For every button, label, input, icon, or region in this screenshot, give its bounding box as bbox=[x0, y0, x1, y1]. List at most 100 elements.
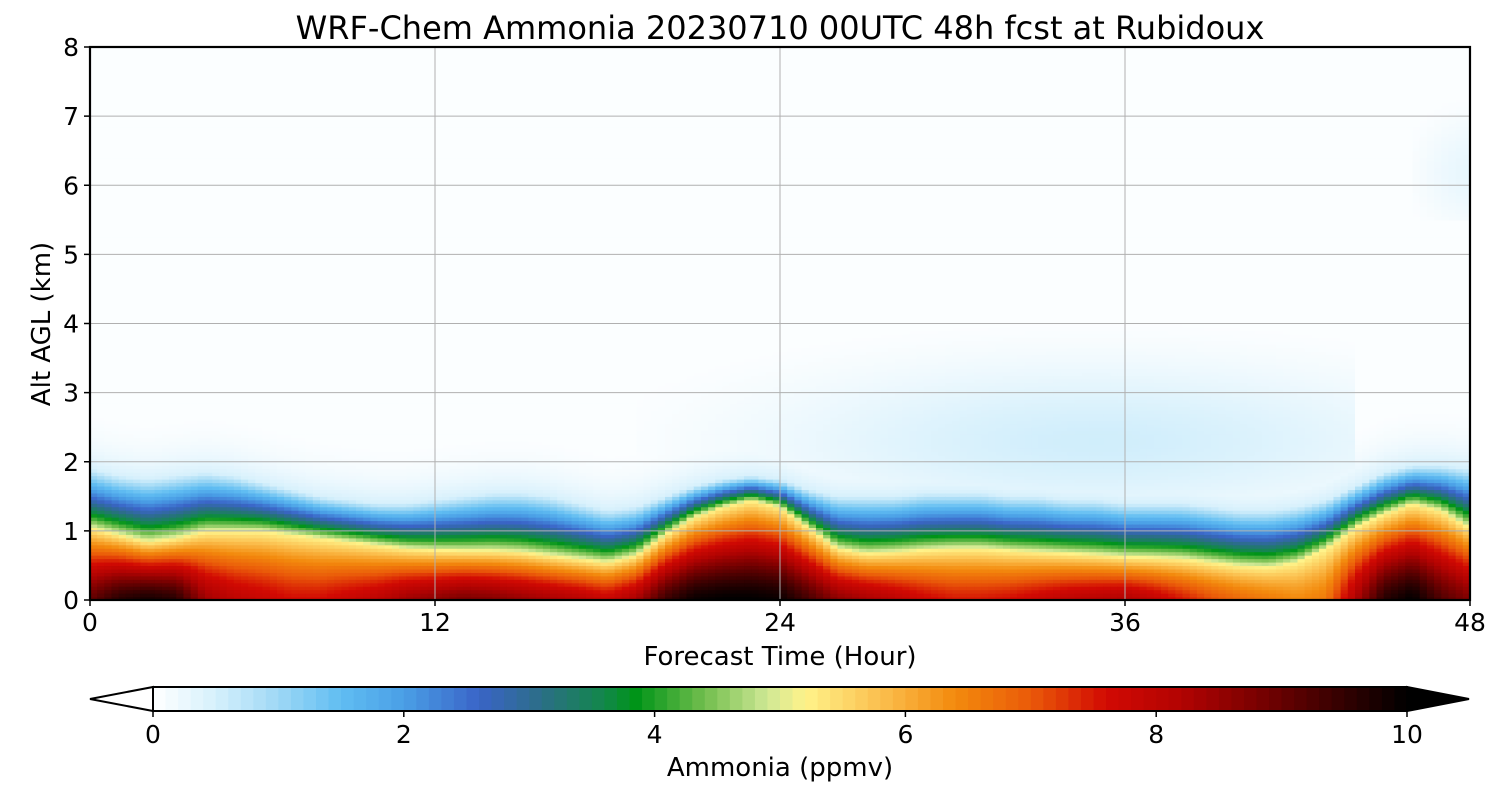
heat-cell bbox=[161, 323, 170, 328]
heat-cell bbox=[305, 465, 314, 470]
heat-cell bbox=[255, 337, 264, 342]
heat-cell bbox=[111, 548, 120, 553]
heat-cell bbox=[284, 330, 292, 335]
heat-cell bbox=[205, 330, 213, 335]
heat-cell bbox=[125, 475, 134, 480]
heat-cell bbox=[169, 496, 177, 501]
heat-cell bbox=[262, 323, 271, 328]
heat-cell bbox=[197, 568, 206, 573]
heat-cell bbox=[212, 161, 220, 166]
heat-cell bbox=[305, 434, 314, 439]
heat-cell bbox=[125, 364, 134, 370]
heat-cell bbox=[233, 361, 242, 366]
heat-cell bbox=[176, 541, 185, 546]
heat-cell bbox=[240, 561, 249, 567]
heat-cell bbox=[262, 140, 271, 145]
heat-cell bbox=[240, 136, 249, 141]
heat-cell bbox=[255, 389, 264, 394]
heat-cell bbox=[118, 506, 127, 511]
heat-cell bbox=[219, 199, 228, 204]
heat-cell bbox=[226, 530, 235, 535]
heat-cell bbox=[219, 295, 228, 300]
heat-cell bbox=[291, 575, 300, 580]
heat-cell bbox=[147, 302, 156, 307]
heat-cell bbox=[219, 174, 228, 179]
heat-cell bbox=[205, 530, 213, 535]
heat-cell bbox=[97, 503, 105, 508]
heat-cell bbox=[140, 60, 149, 65]
heat-cell bbox=[248, 451, 256, 456]
heat-cell bbox=[161, 451, 170, 456]
heat-cell bbox=[312, 548, 321, 553]
heat-cell bbox=[255, 247, 264, 252]
heat-cell bbox=[140, 98, 149, 103]
heat-cell bbox=[154, 409, 163, 414]
heat-cell bbox=[125, 320, 134, 325]
heat-cell bbox=[140, 309, 149, 314]
heat-cell bbox=[305, 427, 314, 432]
heat-cell bbox=[118, 558, 127, 563]
heat-cell bbox=[140, 472, 149, 477]
heat-cell bbox=[212, 458, 220, 463]
heat-cell bbox=[97, 517, 105, 522]
heat-cell bbox=[133, 326, 141, 332]
heat-cell bbox=[125, 420, 134, 425]
heat-cell bbox=[240, 195, 249, 200]
heat-cell bbox=[183, 517, 192, 522]
heat-cell bbox=[276, 420, 285, 425]
heat-cell bbox=[255, 164, 264, 169]
heat-cell bbox=[291, 423, 300, 428]
heat-cell bbox=[147, 361, 156, 366]
heat-cell bbox=[90, 95, 98, 100]
heat-cell bbox=[276, 468, 285, 473]
heat-cell bbox=[226, 568, 235, 573]
heat-cell bbox=[111, 468, 120, 473]
heat-cell bbox=[118, 244, 127, 249]
heat-cell bbox=[176, 402, 185, 408]
heat-cell bbox=[298, 489, 307, 494]
heat-cell bbox=[248, 506, 256, 511]
heat-cell bbox=[248, 185, 256, 190]
heat-cell bbox=[219, 364, 228, 370]
heat-cell bbox=[205, 316, 213, 321]
heat-cell bbox=[176, 143, 185, 148]
heat-cell bbox=[212, 295, 220, 300]
heat-cell bbox=[226, 458, 235, 463]
heat-cell bbox=[133, 119, 141, 124]
heat-cell bbox=[276, 344, 285, 349]
heat-cell bbox=[269, 420, 278, 425]
heat-cell bbox=[226, 288, 235, 293]
heat-cell bbox=[133, 109, 141, 114]
heat-cell bbox=[133, 161, 141, 166]
heat-cell bbox=[183, 288, 192, 293]
heat-cell bbox=[219, 126, 228, 131]
heat-cell bbox=[190, 475, 199, 480]
heat-cell bbox=[212, 510, 220, 515]
heat-cell bbox=[118, 71, 127, 76]
heat-cell bbox=[205, 475, 213, 480]
heat-cell bbox=[248, 351, 256, 356]
heat-cell bbox=[125, 561, 134, 567]
heat-cell bbox=[233, 389, 242, 394]
heat-cell bbox=[197, 330, 206, 335]
heat-cell bbox=[140, 171, 149, 176]
heat-cell bbox=[90, 219, 98, 224]
heat-cell bbox=[147, 468, 156, 473]
heat-cell bbox=[255, 295, 264, 300]
heat-cell bbox=[240, 520, 249, 525]
heat-cell bbox=[147, 330, 156, 335]
heat-cell bbox=[90, 382, 98, 387]
heat-cell bbox=[190, 458, 199, 463]
heat-cell bbox=[212, 157, 220, 162]
heat-cell bbox=[169, 268, 177, 273]
heat-cell bbox=[140, 475, 149, 480]
heat-cell bbox=[262, 250, 271, 255]
heat-cell bbox=[90, 261, 98, 266]
heat-cell bbox=[219, 219, 228, 224]
heat-cell bbox=[284, 185, 292, 190]
heat-cell bbox=[197, 579, 206, 584]
heat-cell bbox=[97, 465, 105, 470]
heat-cell bbox=[298, 268, 307, 273]
heat-cell bbox=[133, 551, 141, 556]
heat-cell bbox=[104, 116, 113, 121]
